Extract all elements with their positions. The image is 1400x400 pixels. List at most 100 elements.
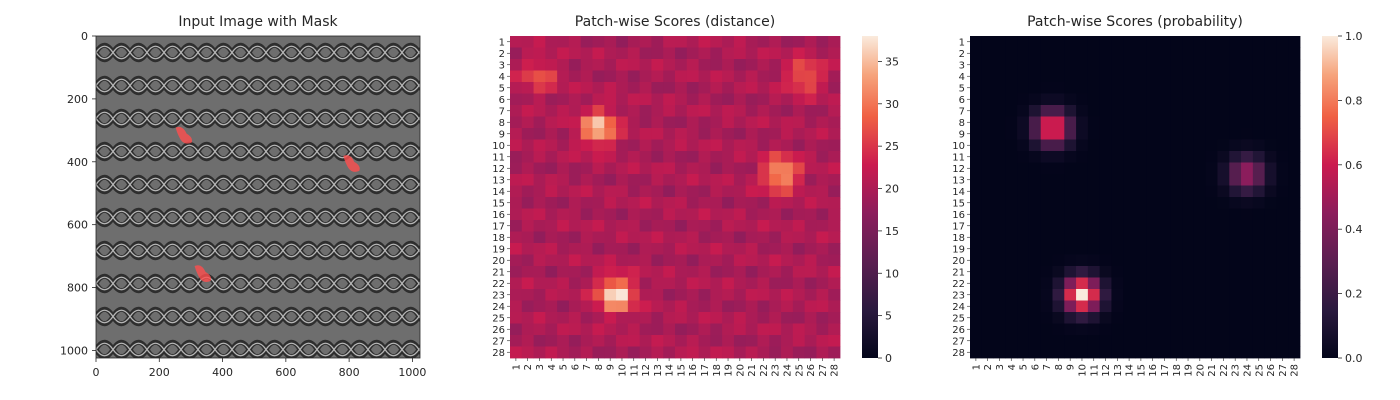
heatmap-cell <box>1040 82 1053 94</box>
col-label: 5 <box>1019 364 1030 370</box>
heatmap-cell <box>568 231 582 244</box>
row-label: 24 <box>492 302 505 313</box>
heatmap-cell <box>604 70 617 83</box>
col-label: 16 <box>688 364 699 377</box>
image-y-tick-label: 800 <box>67 282 88 295</box>
heatmap-cell <box>1005 220 1018 232</box>
heatmap-cell <box>663 254 676 267</box>
heatmap-cell <box>639 82 652 94</box>
heatmap-cell <box>616 277 629 290</box>
row-label: 13 <box>492 175 505 186</box>
heatmap-cell <box>1193 346 1207 359</box>
heatmap-cell <box>981 220 994 232</box>
col-label: 9 <box>606 364 617 370</box>
heatmap-cell <box>533 47 546 60</box>
heatmap-cell <box>651 36 664 48</box>
heatmap-cell <box>757 277 770 290</box>
heatmap-cell <box>1052 335 1065 347</box>
heatmap-cell <box>580 312 593 324</box>
heatmap-cell <box>545 70 558 83</box>
heatmap-cell <box>792 82 806 94</box>
heatmap-cell <box>828 36 841 48</box>
heatmap-cell <box>769 139 782 152</box>
heatmap-cell <box>1017 197 1030 209</box>
heatmap-cell <box>1146 93 1159 106</box>
heatmap-cell <box>1146 208 1159 221</box>
heatmap-cell <box>1052 243 1065 255</box>
heatmap-cell <box>663 36 676 48</box>
heatmap-cell <box>663 323 676 336</box>
heatmap-cell <box>981 300 994 313</box>
heatmap-cell <box>568 139 582 152</box>
heatmap-cell <box>816 36 829 48</box>
heatmap-cell <box>1087 266 1101 278</box>
heatmap-cell <box>510 151 523 163</box>
heatmap-cell <box>722 174 735 186</box>
row-label: 8 <box>499 118 505 129</box>
heatmap-cell <box>1087 70 1101 83</box>
heatmap-cell <box>616 220 629 232</box>
heatmap-cell <box>1217 82 1230 94</box>
heatmap-cell <box>557 185 570 198</box>
heatmap-cell <box>970 323 983 336</box>
heatmap-cell <box>604 82 617 94</box>
heatmap-cell <box>1217 197 1230 209</box>
heatmap-cell <box>710 59 723 71</box>
heatmap-cell <box>1064 105 1077 117</box>
heatmap-cell <box>828 312 841 324</box>
heatmap-cell <box>981 277 994 290</box>
colorbar-tick-label: 0.2 <box>1345 288 1363 301</box>
row-label: 2 <box>499 49 505 60</box>
heatmap-cell <box>769 323 782 336</box>
heatmap-cell <box>1111 139 1124 152</box>
heatmap-cell <box>769 312 782 324</box>
heatmap-cell <box>1229 289 1242 301</box>
heatmap-cell <box>1076 162 1089 175</box>
heatmap-cell <box>545 151 558 163</box>
probability-colorbar <box>1322 36 1338 358</box>
heatmap-cell <box>1076 208 1089 221</box>
heatmap-cell <box>616 116 629 129</box>
heatmap-cell <box>545 162 558 175</box>
heatmap-cell <box>1205 162 1218 175</box>
heatmap-cell <box>993 93 1006 106</box>
heatmap-cell <box>1252 300 1266 313</box>
heatmap-cell <box>698 93 711 106</box>
heatmap-cell <box>769 59 782 71</box>
heatmap-cell <box>816 162 829 175</box>
heatmap-cell <box>604 243 617 255</box>
heatmap-cell <box>521 323 534 336</box>
heatmap-cell <box>1170 197 1183 209</box>
heatmap-cell <box>545 139 558 152</box>
heatmap-cell <box>970 185 983 198</box>
heatmap-cell <box>1146 82 1159 94</box>
heatmap-cell <box>1111 197 1124 209</box>
heatmap-cell <box>1123 59 1136 71</box>
heatmap-cell <box>757 266 770 278</box>
heatmap-cell <box>686 208 699 221</box>
heatmap-cell <box>970 139 983 152</box>
heatmap-cell <box>733 139 747 152</box>
heatmap-cell <box>592 312 605 324</box>
heatmap-cell <box>1028 300 1042 313</box>
heatmap-cell <box>1170 185 1183 198</box>
heatmap-cell <box>1217 323 1230 336</box>
col-label: 22 <box>759 364 770 377</box>
heatmap-cell <box>1252 116 1266 129</box>
heatmap-cell <box>769 70 782 83</box>
col-label: 14 <box>1125 364 1136 377</box>
heatmap-cell <box>1111 335 1124 347</box>
heatmap-cell <box>710 139 723 152</box>
heatmap-cell <box>651 197 664 209</box>
heatmap-cell <box>557 128 570 140</box>
heatmap-cell <box>1135 36 1148 48</box>
heatmap-cell <box>1193 151 1207 163</box>
heatmap-cell <box>1264 151 1277 163</box>
heatmap-cell <box>568 266 582 278</box>
heatmap-cell <box>1099 174 1112 186</box>
heatmap-cell <box>981 151 994 163</box>
heatmap-cell <box>1146 346 1159 359</box>
heatmap-cell <box>686 220 699 232</box>
heatmap-cell <box>545 208 558 221</box>
heatmap-cell <box>745 300 758 313</box>
